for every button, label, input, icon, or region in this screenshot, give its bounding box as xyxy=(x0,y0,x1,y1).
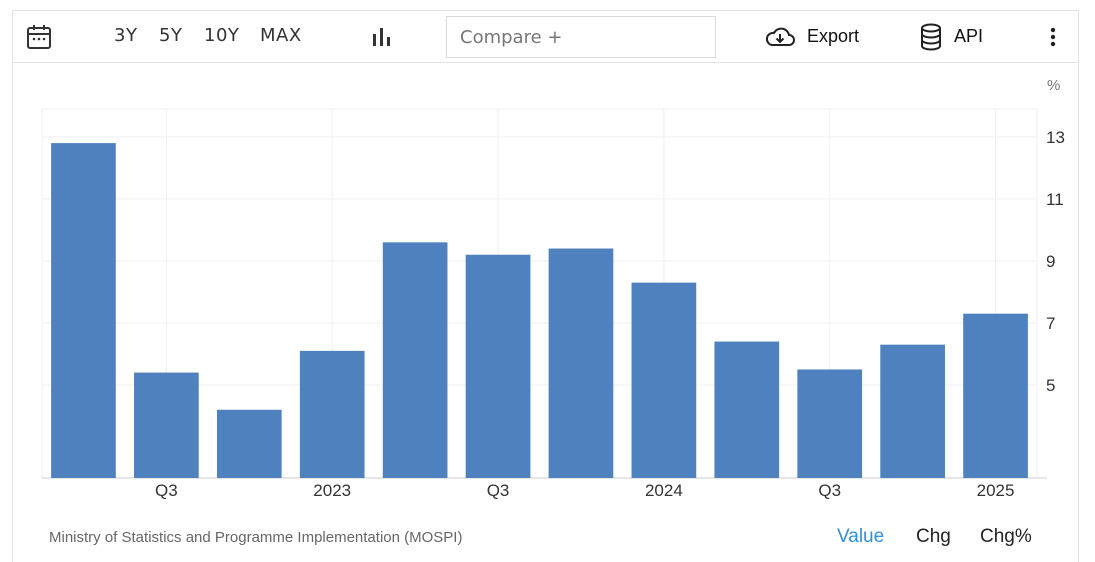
y-tick-label: 13 xyxy=(1046,128,1065,147)
range-max-button[interactable]: MAX xyxy=(260,25,302,46)
x-axis: Q3 2023 Q3 2024 Q3 2025 xyxy=(155,481,1014,500)
bar[interactable] xyxy=(465,254,531,478)
y-tick-label: 5 xyxy=(1046,376,1055,395)
bar[interactable] xyxy=(548,248,614,478)
y-tick-label: 7 xyxy=(1046,314,1055,333)
x-tick-label: Q3 xyxy=(818,481,841,500)
grid-lines xyxy=(41,108,1047,479)
y-axis: 5 7 9 11 13 xyxy=(1046,128,1065,395)
mode-value-button[interactable]: Value xyxy=(837,526,885,547)
x-tick-label: Q3 xyxy=(487,481,510,500)
mode-chg-pct-button[interactable]: Chg% xyxy=(980,526,1032,547)
x-tick-label: 2024 xyxy=(645,481,683,500)
x-tick-label: 2025 xyxy=(977,481,1015,500)
bar[interactable] xyxy=(299,350,365,478)
bar[interactable] xyxy=(51,143,116,478)
y-tick-label: 11 xyxy=(1046,190,1064,209)
x-tick-label: 2023 xyxy=(313,481,351,500)
bar-series xyxy=(51,143,1028,478)
range-5y-button[interactable]: 5Y xyxy=(159,25,183,46)
bar[interactable] xyxy=(714,341,780,478)
bar[interactable] xyxy=(382,242,448,478)
bar[interactable] xyxy=(134,372,199,478)
range-10y-button[interactable]: 10Y xyxy=(204,25,240,46)
bar[interactable] xyxy=(880,344,945,478)
api-button[interactable]: API xyxy=(954,26,984,46)
chart-type-icon[interactable] xyxy=(369,25,393,49)
bar[interactable] xyxy=(631,282,697,478)
compare-input[interactable] xyxy=(446,16,716,58)
source-text: Ministry of Statistics and Programme Imp… xyxy=(49,529,463,546)
unit-label: % xyxy=(1047,77,1060,94)
more-vertical-icon[interactable] xyxy=(1045,25,1061,49)
range-3y-button[interactable]: 3Y xyxy=(114,25,138,46)
y-tick-label: 9 xyxy=(1046,252,1055,271)
export-button[interactable]: Export xyxy=(807,26,860,46)
bar[interactable] xyxy=(216,409,282,478)
mode-chg-button[interactable]: Chg xyxy=(916,526,951,547)
x-tick-label: Q3 xyxy=(155,481,178,500)
calendar-icon[interactable] xyxy=(25,23,53,51)
toolbar: 3Y 5Y 10Y MAX Export xyxy=(13,11,1078,63)
bar[interactable] xyxy=(797,369,863,478)
cloud-download-icon[interactable] xyxy=(763,24,797,50)
database-icon[interactable] xyxy=(918,22,944,52)
bar[interactable] xyxy=(963,313,1028,478)
